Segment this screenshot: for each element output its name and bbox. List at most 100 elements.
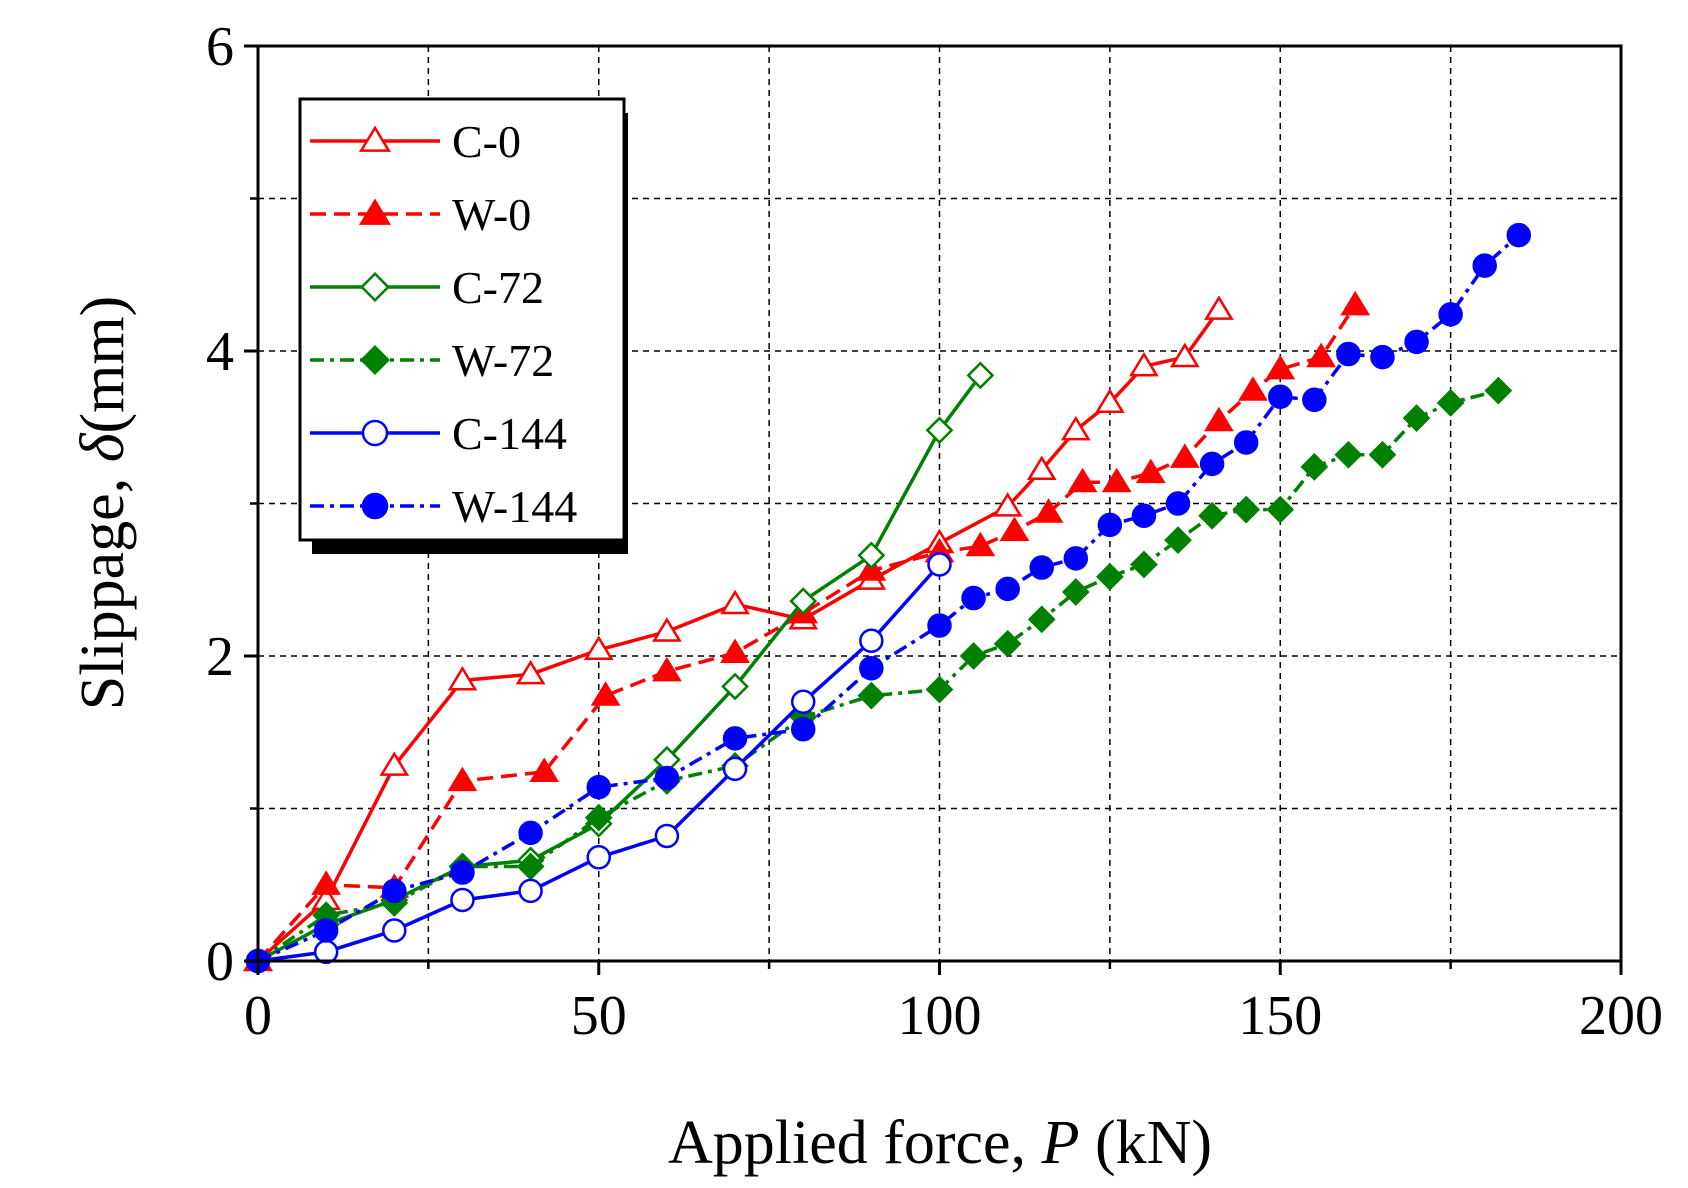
- data-point: [720, 638, 750, 664]
- x-tick-label: 200: [1579, 985, 1663, 1047]
- data-point: [859, 655, 884, 681]
- legend-marker: [360, 272, 390, 302]
- data-point: [857, 681, 886, 710]
- data-point: [1232, 495, 1261, 524]
- data-point: [1506, 222, 1532, 248]
- y-tick-label: 0: [206, 931, 234, 993]
- legend-label: C-0: [452, 116, 521, 167]
- data-point: [382, 918, 407, 943]
- data-point: [450, 887, 475, 913]
- series-line: [256, 304, 1357, 963]
- y-tick-label: 6: [206, 16, 234, 78]
- data-point: [857, 541, 886, 570]
- data-point: [1472, 253, 1497, 278]
- data-point: [1204, 406, 1234, 432]
- data-point: [654, 823, 680, 849]
- legend-item: W-0: [310, 189, 531, 240]
- data-point: [721, 672, 749, 701]
- data-point: [1233, 430, 1259, 455]
- data-point: [382, 878, 407, 904]
- data-point: [995, 576, 1020, 602]
- legend-item: C-72: [310, 262, 544, 313]
- data-point: [1438, 302, 1463, 327]
- data-point: [965, 531, 996, 557]
- data-point: [584, 803, 613, 832]
- data-point: [447, 665, 478, 691]
- data-point: [1204, 295, 1234, 320]
- legend: C-0 W-0 C-72 W-72 C-144 W-144: [298, 97, 628, 554]
- data-point: [1130, 550, 1158, 579]
- data-point: [1340, 290, 1371, 316]
- data-point: [1300, 453, 1329, 481]
- data-point: [515, 659, 546, 685]
- data-point: [1164, 526, 1192, 554]
- legend-item: W-72: [310, 335, 554, 386]
- data-point: [518, 878, 543, 904]
- legend-marker: [358, 198, 392, 225]
- data-point: [586, 845, 611, 870]
- data-point: [789, 587, 818, 615]
- data-point: [999, 516, 1030, 542]
- x-tick-label: 100: [898, 985, 982, 1047]
- data-point: [859, 628, 884, 653]
- data-point: [1097, 512, 1123, 538]
- x-axis-title: Applied force, P (kN): [668, 1109, 1212, 1177]
- legend-label: C-72: [452, 262, 544, 313]
- data-point: [1198, 501, 1226, 530]
- legend-marker: [358, 125, 392, 152]
- data-point: [720, 589, 750, 615]
- data-point: [1129, 351, 1159, 377]
- data-point: [1131, 503, 1157, 528]
- legend-label: C-144: [452, 408, 567, 459]
- data-point: [992, 492, 1023, 517]
- data-point: [1402, 404, 1431, 432]
- legend-marker: [361, 419, 389, 447]
- data-point: [652, 617, 682, 642]
- x-tick-label: 50: [571, 985, 627, 1047]
- data-point: [1199, 451, 1225, 477]
- data-point: [1095, 388, 1125, 413]
- y-tick-label: 2: [206, 626, 234, 688]
- data-point: [1484, 376, 1513, 405]
- legend-item: C-144: [310, 408, 567, 459]
- y-tick-label: 4: [206, 321, 234, 383]
- data-point: [1306, 342, 1337, 368]
- y-axis-title: Slippage, δ(mm): [69, 296, 137, 711]
- data-point: [1165, 491, 1191, 516]
- data-point: [516, 852, 545, 881]
- data-point: [529, 757, 560, 783]
- series-C-144: [245, 552, 952, 974]
- data-point: [1436, 388, 1465, 417]
- series-line: [256, 308, 1221, 963]
- data-point: [1336, 341, 1361, 367]
- data-point: [590, 681, 621, 706]
- data-point: [1266, 495, 1295, 524]
- legend-item: C-0: [310, 116, 521, 167]
- data-point: [927, 613, 952, 638]
- data-point: [1370, 344, 1395, 370]
- data-point: [722, 726, 748, 751]
- data-point: [927, 552, 952, 577]
- plot-area: [243, 222, 1532, 975]
- data-point: [1265, 354, 1296, 380]
- data-point: [959, 642, 988, 670]
- series-line: [257, 233, 1520, 963]
- data-point: [1238, 376, 1268, 401]
- data-point: [1404, 329, 1429, 355]
- data-point: [652, 656, 682, 682]
- data-point: [1169, 342, 1200, 368]
- legend-label: W-72: [452, 335, 554, 386]
- x-tick-label: 0: [244, 985, 272, 1047]
- data-point: [925, 416, 954, 445]
- data-point: [1061, 578, 1090, 606]
- data-point: [722, 756, 748, 782]
- data-point: [1027, 605, 1056, 634]
- data-point: [1169, 443, 1200, 468]
- data-point: [586, 774, 611, 800]
- data-point: [311, 870, 342, 895]
- data-point: [583, 635, 614, 661]
- legend-marker: [360, 345, 390, 375]
- data-point: [1063, 546, 1089, 571]
- legend-label: W-144: [452, 481, 577, 532]
